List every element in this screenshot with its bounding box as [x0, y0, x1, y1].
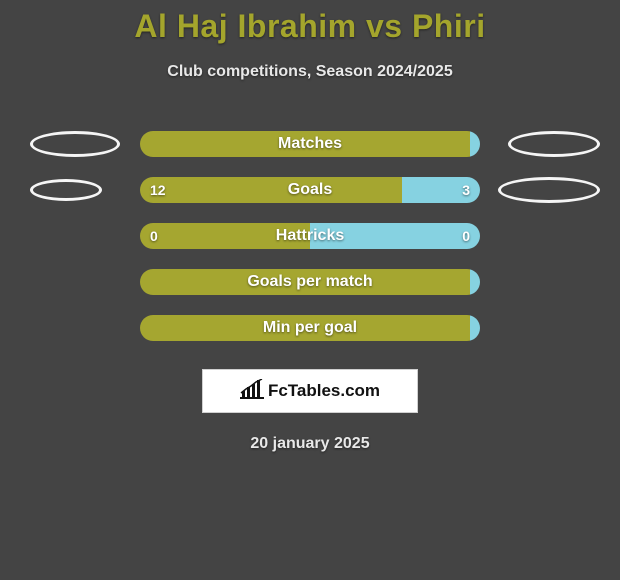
stat-row: Matches — [0, 121, 620, 167]
bar-label: Matches — [278, 135, 342, 153]
right-value: 0 — [462, 228, 470, 244]
marker-left — [30, 179, 102, 201]
stat-bar: 12 3 Goals — [140, 177, 480, 203]
stat-row: Goals per match — [0, 259, 620, 305]
stat-bar: Min per goal — [140, 315, 480, 341]
bar-label: Goals — [288, 181, 332, 199]
bar-label: Hattricks — [276, 227, 344, 245]
stat-row: 0 0 Hattricks — [0, 213, 620, 259]
bar-segment-right — [470, 131, 480, 157]
marker-left — [30, 131, 120, 157]
bar-segment-left: 12 — [140, 177, 402, 203]
left-value: 12 — [150, 182, 166, 198]
logo-box[interactable]: FcTables.com — [202, 369, 418, 413]
page-title: Al Haj Ibrahim vs Phiri — [0, 8, 620, 45]
right-value: 3 — [462, 182, 470, 198]
bar-chart-icon — [240, 379, 264, 404]
subtitle: Club competitions, Season 2024/2025 — [0, 63, 620, 81]
date-label: 20 january 2025 — [0, 435, 620, 453]
stats-card: Al Haj Ibrahim vs Phiri Club competition… — [0, 0, 620, 580]
bar-segment-right — [470, 269, 480, 295]
marker-right — [508, 131, 600, 157]
stat-bar: Matches — [140, 131, 480, 157]
bar-segment-right — [470, 315, 480, 341]
bar-label: Goals per match — [247, 273, 372, 291]
bar-segment-right: 3 — [402, 177, 480, 203]
left-value: 0 — [150, 228, 158, 244]
stat-row: 12 3 Goals — [0, 167, 620, 213]
logo-text: FcTables.com — [268, 381, 380, 401]
stat-bar: Goals per match — [140, 269, 480, 295]
bar-label: Min per goal — [263, 319, 357, 337]
stat-bar: 0 0 Hattricks — [140, 223, 480, 249]
stat-rows: Matches 12 3 Goals 0 0 Hattricks Goals per matc… — [0, 121, 620, 351]
marker-right — [498, 177, 600, 203]
stat-row: Min per goal — [0, 305, 620, 351]
